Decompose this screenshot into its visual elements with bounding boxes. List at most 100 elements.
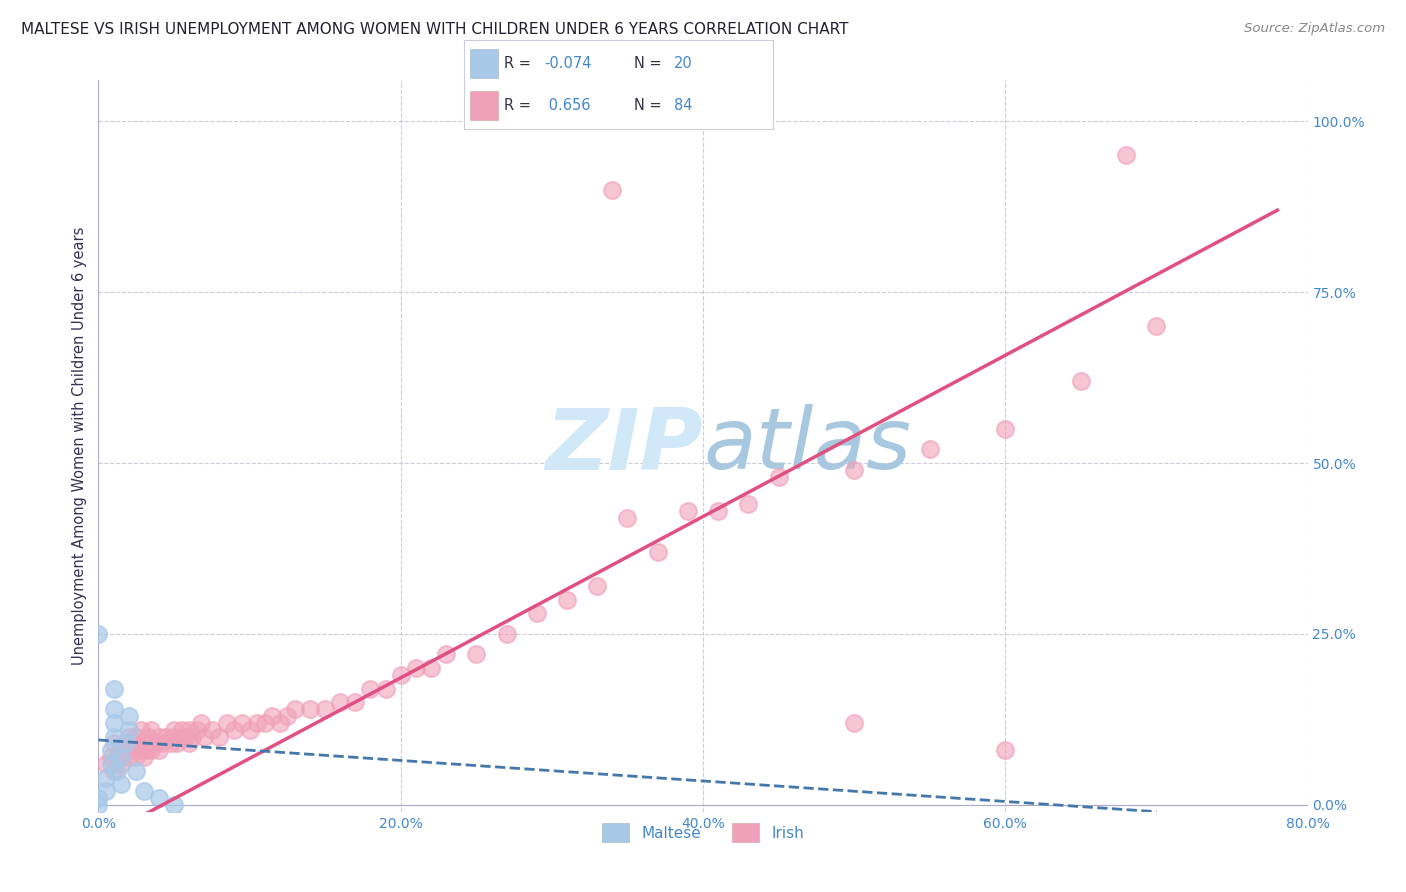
Point	[1115, 148, 1137, 162]
Point	[586, 579, 609, 593]
Point	[844, 715, 866, 730]
Point	[163, 730, 186, 744]
Point	[918, 442, 941, 457]
Point	[170, 730, 193, 744]
Text: 20: 20	[675, 56, 693, 70]
Point	[132, 784, 155, 798]
Point	[269, 715, 291, 730]
Point	[374, 681, 396, 696]
Point	[329, 695, 352, 709]
Point	[100, 743, 122, 757]
Point	[100, 750, 122, 764]
Point	[163, 797, 186, 812]
FancyBboxPatch shape	[470, 92, 498, 120]
Point	[105, 750, 128, 764]
Point	[186, 723, 208, 737]
Point	[193, 730, 215, 744]
Point	[170, 723, 193, 737]
Point	[100, 756, 122, 771]
Point	[148, 730, 170, 744]
Point	[201, 723, 224, 737]
Point	[163, 723, 186, 737]
Point	[135, 743, 157, 757]
Point	[103, 681, 125, 696]
Point	[420, 661, 443, 675]
Point	[246, 715, 269, 730]
Point	[136, 730, 159, 744]
Point	[405, 661, 427, 675]
Text: -0.074: -0.074	[544, 56, 592, 70]
Point	[148, 743, 170, 757]
Point	[125, 730, 148, 744]
Point	[118, 750, 141, 764]
Point	[190, 715, 212, 730]
Point	[145, 736, 167, 750]
Point	[602, 183, 624, 197]
Point	[284, 702, 307, 716]
Point	[231, 715, 253, 730]
Point	[526, 607, 548, 621]
Text: N =: N =	[634, 98, 666, 113]
Text: atlas: atlas	[703, 404, 911, 488]
Point	[118, 730, 141, 744]
Point	[94, 784, 117, 798]
Text: ZIP: ZIP	[546, 404, 703, 488]
Point	[360, 681, 382, 696]
Point	[465, 648, 488, 662]
Point	[844, 463, 866, 477]
Point	[118, 709, 141, 723]
Point	[141, 723, 163, 737]
Point	[132, 750, 155, 764]
Point	[103, 736, 125, 750]
Point	[87, 791, 110, 805]
Point	[160, 736, 183, 750]
Text: Source: ZipAtlas.com: Source: ZipAtlas.com	[1244, 22, 1385, 36]
Point	[495, 627, 517, 641]
Point	[94, 771, 117, 785]
Point	[94, 756, 117, 771]
Point	[737, 497, 759, 511]
Point	[129, 723, 152, 737]
Point	[768, 469, 790, 483]
Point	[344, 695, 367, 709]
Point	[148, 791, 170, 805]
Point	[141, 743, 163, 757]
Point	[994, 743, 1017, 757]
Text: R =: R =	[505, 56, 536, 70]
Point	[215, 715, 238, 730]
Point	[647, 545, 669, 559]
Legend: Maltese, Irish: Maltese, Irish	[596, 817, 810, 848]
Point	[253, 715, 276, 730]
Point	[87, 797, 110, 812]
Point	[389, 668, 412, 682]
Point	[179, 723, 201, 737]
Point	[262, 709, 284, 723]
Point	[121, 743, 143, 757]
Point	[110, 756, 132, 771]
Point	[208, 730, 231, 744]
Point	[155, 730, 177, 744]
Point	[132, 736, 155, 750]
Point	[103, 764, 125, 778]
Point	[103, 730, 125, 744]
Point	[676, 504, 699, 518]
Point	[1070, 374, 1092, 388]
Point	[276, 709, 298, 723]
Point	[179, 736, 201, 750]
Point	[129, 743, 152, 757]
Text: N =: N =	[634, 56, 666, 70]
Point	[103, 702, 125, 716]
Text: 84: 84	[675, 98, 693, 113]
FancyBboxPatch shape	[470, 49, 498, 78]
Point	[87, 627, 110, 641]
Point	[299, 702, 322, 716]
Point	[114, 736, 136, 750]
Point	[150, 736, 173, 750]
Point	[114, 736, 136, 750]
Point	[110, 743, 132, 757]
Text: MALTESE VS IRISH UNEMPLOYMENT AMONG WOMEN WITH CHILDREN UNDER 6 YEARS CORRELATIO: MALTESE VS IRISH UNEMPLOYMENT AMONG WOME…	[21, 22, 849, 37]
Point	[125, 764, 148, 778]
Text: 0.656: 0.656	[544, 98, 591, 113]
Point	[103, 715, 125, 730]
Point	[125, 750, 148, 764]
